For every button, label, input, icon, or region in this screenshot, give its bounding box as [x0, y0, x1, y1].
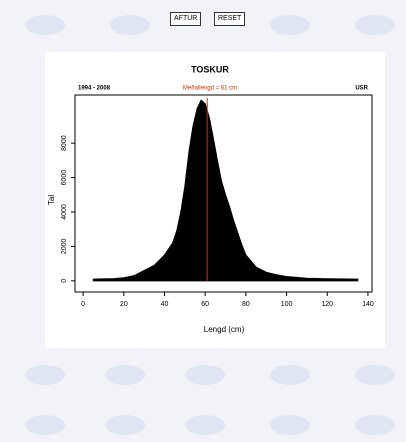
x-tick-label: 120: [321, 301, 333, 308]
x-tick-label: 60: [201, 301, 209, 308]
plot-box: [74, 94, 373, 293]
y-tick-label: 0: [61, 279, 68, 283]
reset-button[interactable]: RESET: [214, 12, 246, 26]
x-tick-label: 20: [120, 301, 128, 308]
x-tick-label: 0: [81, 301, 85, 308]
x-tick-label: 40: [161, 301, 169, 308]
area: [92, 99, 359, 282]
y-axis-label: Tal: [47, 195, 56, 205]
back-button[interactable]: AFTUR: [170, 12, 202, 26]
x-tick-label: 140: [362, 301, 374, 308]
subtitle-left: 1994 - 2008: [78, 86, 111, 92]
subtitle-center: Meðallengd = 61 cm: [183, 85, 237, 92]
y-tick-label: 6000: [61, 170, 68, 186]
chart-title: TOSKUR: [191, 64, 229, 74]
x-axis-label: Lengd (cm): [204, 325, 245, 334]
x-tick-label: 100: [281, 301, 293, 308]
y-tick-label: 4000: [61, 204, 68, 220]
x-tick-label: 80: [242, 301, 250, 308]
y-tick-label: 2000: [61, 239, 68, 255]
y-tick-label: 8000: [61, 135, 68, 151]
fish-pattern: [25, 15, 395, 435]
subtitle-right: USR: [355, 86, 368, 92]
